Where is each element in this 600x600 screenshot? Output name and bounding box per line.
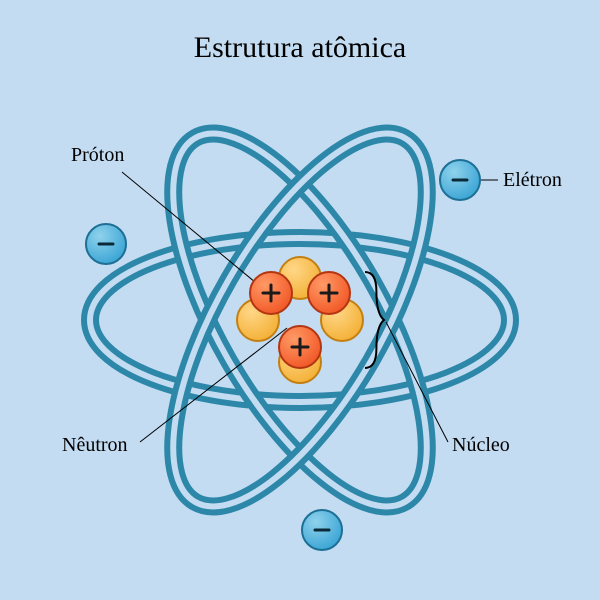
atom-diagram [0,0,600,600]
electron [302,510,342,550]
electron [440,160,480,200]
proton [279,326,321,368]
label-proton: Próton [71,144,124,167]
label-nucleus: Núcleo [452,434,510,457]
electron [86,224,126,264]
proton [308,272,350,314]
label-electron: Elétron [503,169,562,192]
label-neutron: Nêutron [62,434,128,457]
diagram-title: Estrutura atômica [0,31,600,65]
proton [250,272,292,314]
